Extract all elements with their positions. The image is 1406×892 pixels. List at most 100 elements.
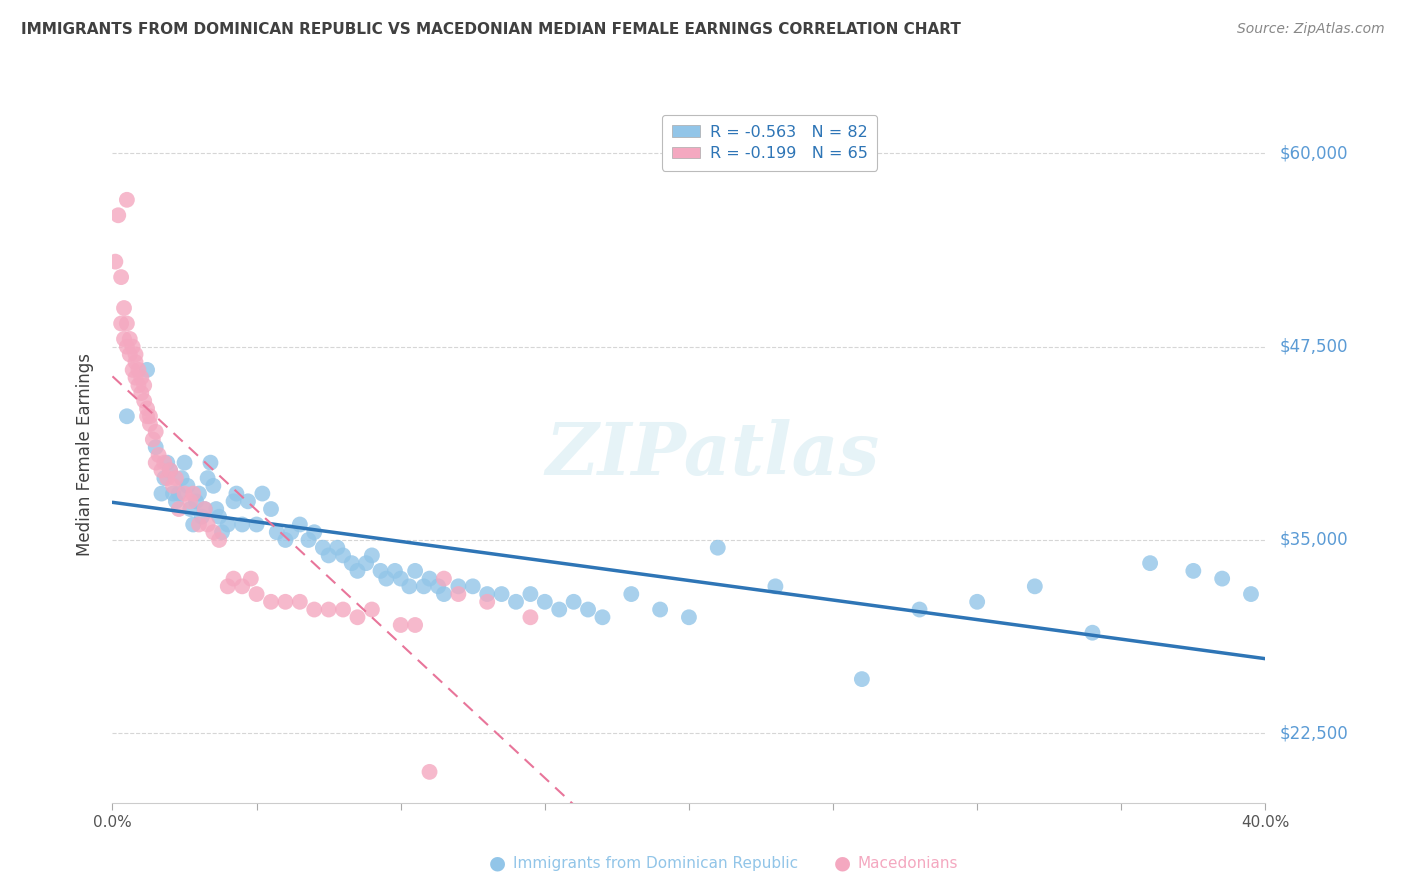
Point xyxy=(127,378,149,392)
Point xyxy=(404,564,426,578)
Point xyxy=(153,471,176,485)
Point xyxy=(245,587,267,601)
Point xyxy=(197,517,219,532)
Point xyxy=(134,393,156,408)
Point xyxy=(194,502,217,516)
Point xyxy=(389,618,412,632)
Point xyxy=(159,463,181,477)
Point xyxy=(156,456,179,470)
Point xyxy=(1240,587,1263,601)
Point xyxy=(118,332,141,346)
Point xyxy=(519,610,541,624)
Point xyxy=(188,486,211,500)
Point xyxy=(142,433,165,447)
Point xyxy=(239,572,262,586)
Point xyxy=(252,486,274,500)
Legend: R = -0.563   N = 82, R = -0.199   N = 65: R = -0.563 N = 82, R = -0.199 N = 65 xyxy=(662,115,877,170)
Point xyxy=(346,610,368,624)
Point xyxy=(505,595,527,609)
Text: Source: ZipAtlas.com: Source: ZipAtlas.com xyxy=(1237,22,1385,37)
Point xyxy=(112,332,135,346)
Point xyxy=(129,386,153,401)
Point xyxy=(332,549,354,563)
Point xyxy=(115,317,138,331)
Point xyxy=(115,340,138,354)
Point xyxy=(304,525,326,540)
Point xyxy=(173,486,195,500)
Point xyxy=(222,572,245,586)
Point xyxy=(404,618,426,632)
Point xyxy=(150,463,173,477)
Text: ZIPatlas: ZIPatlas xyxy=(546,419,879,491)
Point xyxy=(222,494,245,508)
Point xyxy=(136,363,159,377)
Point xyxy=(419,572,441,586)
Point xyxy=(159,463,181,477)
Point xyxy=(288,517,311,532)
Point xyxy=(231,517,253,532)
Point xyxy=(533,595,555,609)
Text: Immigrants from Dominican Republic: Immigrants from Dominican Republic xyxy=(513,856,799,871)
Point xyxy=(179,494,201,508)
Point xyxy=(104,254,127,268)
Text: $35,000: $35,000 xyxy=(1279,531,1348,549)
Point xyxy=(318,602,340,616)
Point xyxy=(312,541,335,555)
Point xyxy=(592,610,614,624)
Point xyxy=(110,317,132,331)
Point xyxy=(297,533,319,547)
Point xyxy=(211,525,233,540)
Point xyxy=(412,579,434,593)
Point xyxy=(1182,564,1205,578)
Point xyxy=(121,340,143,354)
Point xyxy=(908,602,931,616)
Point xyxy=(447,587,470,601)
Point xyxy=(274,595,297,609)
Point xyxy=(115,193,138,207)
Point xyxy=(112,301,135,315)
Point xyxy=(162,486,184,500)
Point xyxy=(260,595,283,609)
Point xyxy=(150,486,173,500)
Point xyxy=(266,525,288,540)
Point xyxy=(966,595,988,609)
Point xyxy=(184,494,207,508)
Point xyxy=(1024,579,1046,593)
Point xyxy=(648,602,672,616)
Point xyxy=(217,579,239,593)
Point xyxy=(148,448,170,462)
Text: IMMIGRANTS FROM DOMINICAN REPUBLIC VS MACEDONIAN MEDIAN FEMALE EARNINGS CORRELAT: IMMIGRANTS FROM DOMINICAN REPUBLIC VS MA… xyxy=(21,22,960,37)
Point xyxy=(107,208,129,222)
Point xyxy=(136,409,159,424)
Point xyxy=(475,595,498,609)
Point xyxy=(427,579,450,593)
Point xyxy=(121,363,143,377)
Point xyxy=(188,517,211,532)
Point xyxy=(167,486,190,500)
Point xyxy=(165,494,187,508)
Point xyxy=(134,378,156,392)
Point xyxy=(231,579,253,593)
Point xyxy=(360,549,382,563)
Point xyxy=(118,347,141,361)
Point xyxy=(202,525,225,540)
Point xyxy=(398,579,420,593)
Point xyxy=(217,517,239,532)
Text: Macedonians: Macedonians xyxy=(858,856,957,871)
Point xyxy=(447,579,470,593)
Point xyxy=(136,401,159,416)
Point xyxy=(110,270,132,285)
Text: ●: ● xyxy=(834,854,851,873)
Point xyxy=(115,409,138,424)
Point xyxy=(124,347,146,361)
Point xyxy=(562,595,585,609)
Point xyxy=(191,509,214,524)
Point xyxy=(236,494,259,508)
Point xyxy=(173,456,195,470)
Point xyxy=(194,502,217,516)
Point xyxy=(145,456,167,470)
Point xyxy=(156,471,179,485)
Point xyxy=(124,355,146,369)
Point xyxy=(548,602,571,616)
Point xyxy=(360,602,382,616)
